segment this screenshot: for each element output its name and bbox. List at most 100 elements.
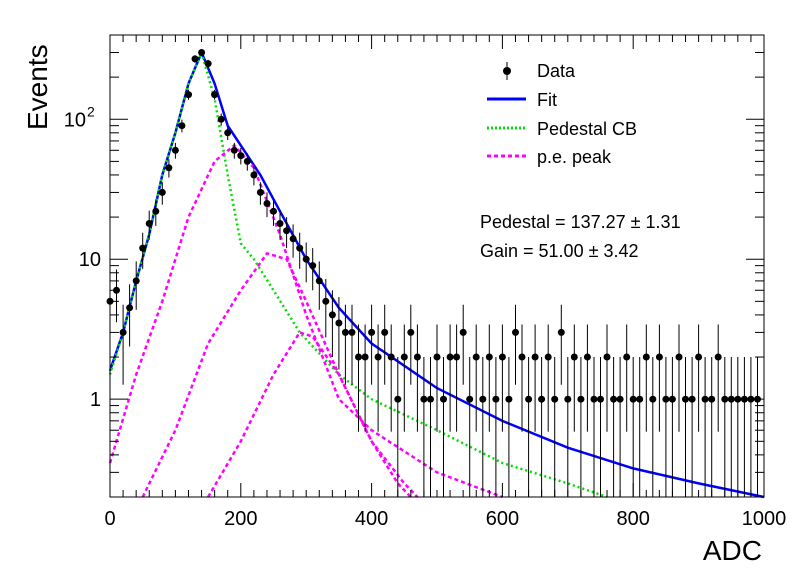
data-point-58 — [485, 353, 493, 361]
data-point-35 — [335, 319, 343, 327]
data-point-65 — [531, 353, 539, 361]
data-point-11 — [178, 122, 186, 130]
data-point-81 — [636, 395, 644, 403]
x-tick-label-0: 0 — [104, 508, 115, 530]
data-point-72 — [577, 395, 585, 403]
data-point-70 — [564, 395, 572, 403]
legend-label-fit: Fit — [537, 90, 557, 110]
data-point-34 — [328, 311, 336, 319]
data-point-6 — [145, 220, 153, 227]
data-point-8 — [158, 188, 166, 196]
data-point-12 — [185, 91, 192, 99]
data-point-48 — [420, 395, 428, 403]
data-point-62 — [512, 328, 519, 336]
x-axis-label: ADC — [703, 535, 762, 566]
data-point-16 — [211, 91, 219, 99]
series-line-p-e-peak-4 — [141, 251, 412, 498]
data-point-18 — [224, 129, 232, 137]
legend-label-pedestal-cb: Pedestal CB — [537, 119, 637, 139]
y-tick-label-10: 10 — [79, 249, 101, 271]
data-point-32 — [315, 277, 323, 285]
data-point-85 — [662, 395, 670, 403]
data-point-24 — [263, 200, 271, 207]
annotation-pedestal: Pedestal = 137.27 ± 1.31 — [480, 212, 681, 232]
data-point-78 — [616, 395, 624, 403]
x-tick-label-800: 800 — [617, 508, 650, 530]
data-point-51 — [440, 395, 447, 403]
data-point-13 — [191, 55, 199, 63]
data-point-21 — [243, 157, 251, 165]
data-point-74 — [590, 395, 598, 403]
data-point-15 — [204, 60, 212, 68]
data-point-46 — [407, 328, 415, 336]
y-tick-label-exponent-100: 2 — [87, 103, 95, 119]
data-point-57 — [479, 395, 487, 403]
data-point-4 — [132, 277, 140, 285]
x-tick-label-1000: 1000 — [742, 508, 787, 530]
data-point-94 — [721, 395, 729, 403]
y-tick-label-1: 1 — [90, 389, 101, 411]
x-tick-label-400: 400 — [355, 508, 388, 530]
data-point-82 — [642, 353, 650, 361]
data-point-54 — [459, 328, 467, 336]
data-point-7 — [152, 207, 160, 215]
legend-entry-data: Data — [503, 61, 576, 81]
data-point-64 — [525, 395, 533, 403]
data-point-20 — [237, 152, 245, 160]
data-point-42 — [381, 328, 389, 336]
data-point-61 — [505, 395, 513, 403]
data-point-33 — [322, 297, 330, 305]
data-point-41 — [374, 353, 382, 361]
data-point-26 — [276, 220, 284, 227]
data-point-91 — [701, 395, 709, 403]
data-point-75 — [597, 395, 604, 403]
data-point-30 — [302, 255, 310, 263]
legend-entry-pedestal-cb: Pedestal CB — [487, 119, 637, 139]
data-point-69 — [557, 328, 565, 336]
data-point-17 — [217, 115, 225, 123]
data-point-31 — [309, 262, 317, 270]
data-point-88 — [682, 395, 689, 403]
data-point-22 — [250, 171, 258, 179]
legend-label-data: Data — [537, 61, 576, 81]
data-point-14 — [198, 49, 206, 56]
y-tick-label-100: 10 — [64, 109, 86, 131]
data-points-layer — [106, 49, 761, 403]
data-point-49 — [427, 395, 434, 403]
data-point-50 — [433, 353, 441, 361]
data-point-63 — [518, 353, 526, 361]
data-point-36 — [341, 328, 349, 336]
data-point-43 — [387, 353, 395, 361]
legend-label-pe-peak: p.e. peak — [537, 147, 612, 167]
data-point-23 — [256, 188, 264, 196]
data-point-25 — [270, 207, 277, 215]
data-point-44 — [394, 395, 402, 403]
data-point-53 — [453, 353, 461, 361]
data-point-77 — [610, 395, 618, 403]
data-point-27 — [283, 227, 291, 235]
data-point-93 — [714, 353, 722, 361]
data-point-39 — [361, 353, 369, 361]
data-point-55 — [466, 395, 474, 403]
x-tick-label-600: 600 — [486, 508, 519, 530]
data-point-92 — [708, 395, 716, 403]
data-point-96 — [734, 395, 742, 403]
legend-entry-pe-peak: p.e. peak — [487, 147, 612, 167]
data-point-38 — [355, 353, 362, 361]
data-point-59 — [492, 395, 500, 403]
legend-data-marker — [503, 67, 511, 75]
data-point-76 — [603, 353, 611, 361]
data-point-56 — [472, 353, 480, 361]
data-point-66 — [538, 395, 546, 403]
data-point-86 — [668, 395, 676, 403]
data-point-19 — [230, 146, 238, 154]
series-line-p-e-peak-5 — [207, 330, 419, 498]
data-point-79 — [623, 353, 631, 361]
data-point-60 — [498, 353, 506, 361]
data-point-80 — [629, 395, 637, 403]
data-point-87 — [675, 353, 683, 361]
data-point-89 — [688, 395, 696, 403]
data-point-84 — [655, 353, 663, 361]
